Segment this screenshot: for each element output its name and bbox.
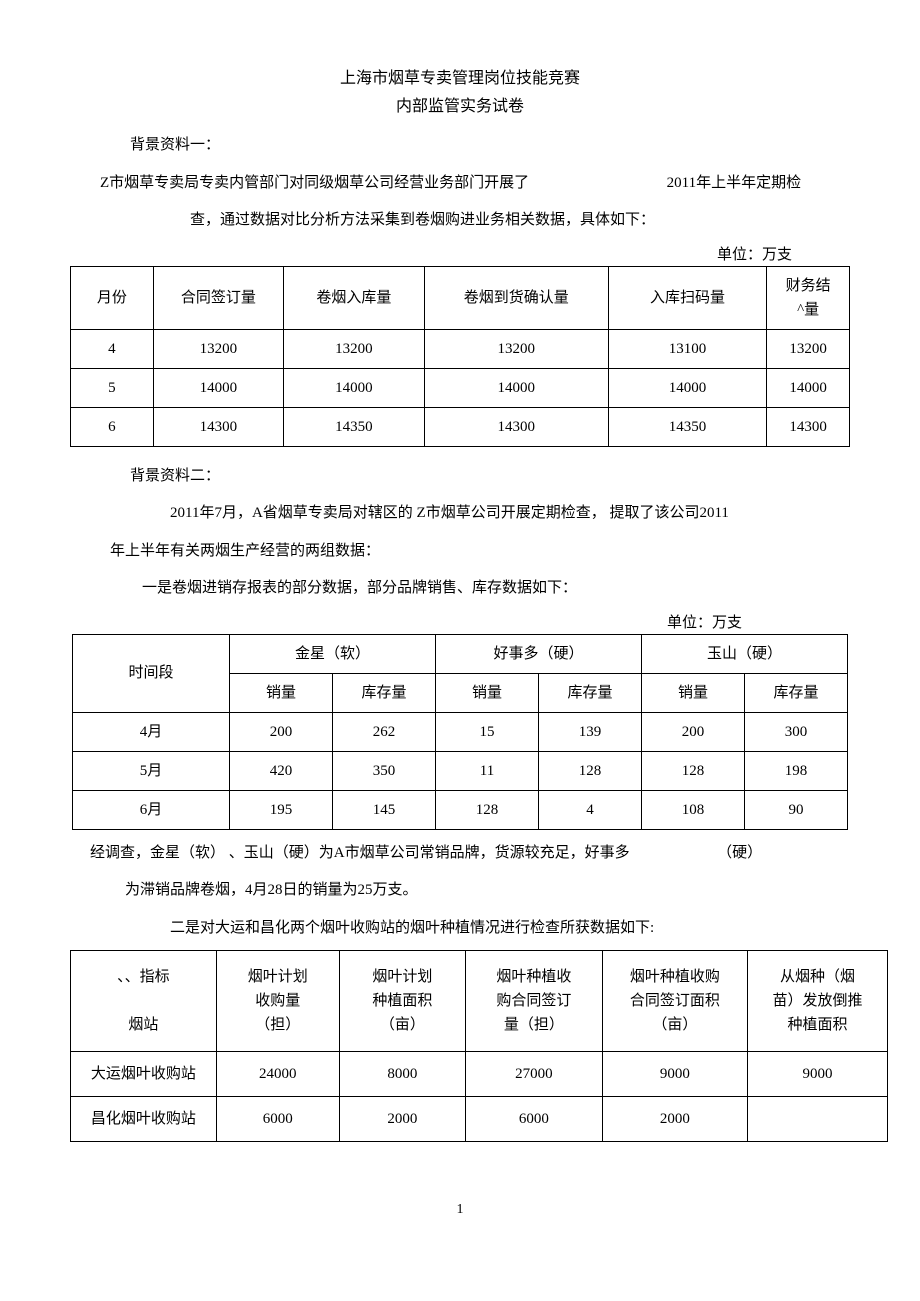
t1-cell: 14000	[153, 368, 284, 407]
t2-header-brand: 玉山（硬）	[642, 634, 848, 673]
t1-cell: 6	[71, 407, 154, 446]
t2-cell: 6月	[73, 790, 230, 829]
t2-cell: 200	[230, 712, 333, 751]
section1-para-line2: 查，通过数据对比分析方法采集到卷烟购进业务相关数据，具体如下：	[130, 205, 850, 237]
t2-cell: 5月	[73, 751, 230, 790]
t3-cell: 9000	[748, 1052, 888, 1097]
page-title-line-2: 内部监管实务试卷	[70, 92, 850, 116]
t2-cell: 350	[333, 751, 436, 790]
t2-cell: 262	[333, 712, 436, 751]
s2-line1: 2011年7月，A省烟草专卖局对辖区的 Z市烟草公司开展定期检查， 提取了该公司…	[170, 498, 850, 530]
t3-cell: 24000	[216, 1052, 339, 1097]
section2-heading: 背景资料二：	[130, 461, 850, 493]
s2-note-a2: （硬）	[717, 845, 762, 861]
page-number: 1	[70, 1202, 850, 1218]
section2-unit: 单位：万支	[70, 611, 742, 632]
t3-cell: 6000	[465, 1097, 602, 1142]
t2-cell: 15	[436, 712, 539, 751]
t1-cell: 14000	[608, 368, 766, 407]
t2-cell: 420	[230, 751, 333, 790]
s2-note-b: 为滞销品牌卷烟，4月28日的销量为25万支。	[125, 875, 850, 907]
t2-subheader: 库存量	[333, 673, 436, 712]
t2-cell: 145	[333, 790, 436, 829]
t2-cell: 128	[436, 790, 539, 829]
t2-header-brand: 好事多（硬）	[436, 634, 642, 673]
s2-line3: 一是卷烟进销存报表的部分数据，部分品牌销售、库存数据如下：	[142, 573, 850, 605]
section1-heading: 背景资料一：	[130, 130, 850, 162]
t2-cell: 195	[230, 790, 333, 829]
t2-cell: 198	[745, 751, 848, 790]
t3-cell: 27000	[465, 1052, 602, 1097]
t3-cell	[748, 1097, 888, 1142]
t1-header: 卷烟到货确认量	[424, 266, 608, 329]
t1-cell: 14000	[767, 368, 850, 407]
t2-cell: 300	[745, 712, 848, 751]
t1-cell: 4	[71, 329, 154, 368]
s2-note-a: 经调查，金星（软） 、玉山（硬）为A市烟草公司常销品牌，货源较充足，好事多 （硬…	[90, 838, 850, 870]
t3-cell: 8000	[339, 1052, 465, 1097]
t1-cell: 14000	[424, 368, 608, 407]
t1-cell: 14300	[424, 407, 608, 446]
s1-para-a: Z市烟草专卖局专卖内管部门对同级烟草公司经营业务部门开展了	[100, 175, 529, 191]
t2-cell: 139	[539, 712, 642, 751]
t1-cell: 13100	[608, 329, 766, 368]
section3-table: 、、指标烟站烟叶计划收购量（担）烟叶计划种植面积（亩）烟叶种植收购合同签订量（担…	[70, 950, 888, 1142]
t3-cell: 2000	[339, 1097, 465, 1142]
t1-cell: 14350	[284, 407, 424, 446]
t2-cell: 90	[745, 790, 848, 829]
t1-cell: 13200	[767, 329, 850, 368]
t1-cell: 13200	[424, 329, 608, 368]
t1-cell: 14000	[284, 368, 424, 407]
t2-subheader: 库存量	[539, 673, 642, 712]
t3-header: 烟叶计划种植面积（亩）	[339, 951, 465, 1052]
s2-line4: 二是对大运和昌化两个烟叶收购站的烟叶种植情况进行检查所获数据如下:	[170, 913, 850, 945]
t3-cell: 9000	[602, 1052, 747, 1097]
t2-cell: 11	[436, 751, 539, 790]
t1-header: 入库扫码量	[608, 266, 766, 329]
section1-para-line1: Z市烟草专卖局专卖内管部门对同级烟草公司经营业务部门开展了 2011年上半年定期…	[100, 168, 850, 200]
t1-cell: 14350	[608, 407, 766, 446]
t3-cell: 2000	[602, 1097, 747, 1142]
t3-header: 烟叶种植收购合同签订量（担）	[465, 951, 602, 1052]
section1-unit: 单位：万支	[70, 243, 792, 264]
t2-subheader: 销量	[230, 673, 333, 712]
t1-header: 合同签订量	[153, 266, 284, 329]
t1-cell: 13200	[284, 329, 424, 368]
t3-header: 、、指标烟站	[71, 951, 217, 1052]
t3-header: 烟叶种植收购合同签订面积（亩）	[602, 951, 747, 1052]
t2-cell: 4	[539, 790, 642, 829]
t2-cell: 4月	[73, 712, 230, 751]
t2-subheader: 库存量	[745, 673, 848, 712]
t1-cell: 5	[71, 368, 154, 407]
s1-para-b: 2011年上半年定期检	[667, 175, 801, 191]
t2-cell: 128	[642, 751, 745, 790]
t1-cell: 13200	[153, 329, 284, 368]
t1-cell: 14300	[767, 407, 850, 446]
t2-header-time: 时间段	[73, 634, 230, 712]
t2-cell: 128	[539, 751, 642, 790]
t1-cell: 14300	[153, 407, 284, 446]
s2-line2: 年上半年有关两烟生产经营的两组数据：	[110, 536, 850, 568]
section2-table: 时间段金星（软）好事多（硬）玉山（硬）销量库存量销量库存量销量库存量4月2002…	[72, 634, 848, 830]
t2-cell: 200	[642, 712, 745, 751]
t3-cell: 大运烟叶收购站	[71, 1052, 217, 1097]
t2-cell: 108	[642, 790, 745, 829]
t3-cell: 6000	[216, 1097, 339, 1142]
t1-header: 财务结^量	[767, 266, 850, 329]
t1-header: 月份	[71, 266, 154, 329]
t3-header: 从烟种（烟苗）发放倒推种植面积	[748, 951, 888, 1052]
t3-cell: 昌化烟叶收购站	[71, 1097, 217, 1142]
t2-subheader: 销量	[436, 673, 539, 712]
t2-header-brand: 金星（软）	[230, 634, 436, 673]
t3-header: 烟叶计划收购量（担）	[216, 951, 339, 1052]
t1-header: 卷烟入库量	[284, 266, 424, 329]
s2-note-a1: 经调查，金星（软） 、玉山（硬）为A市烟草公司常销品牌，货源较充足，好事多	[90, 845, 630, 861]
page-title-line-1: 上海市烟草专卖管理岗位技能竞赛	[70, 64, 850, 88]
section1-table: 月份合同签订量卷烟入库量卷烟到货确认量入库扫码量财务结^量41320013200…	[70, 266, 850, 447]
t2-subheader: 销量	[642, 673, 745, 712]
